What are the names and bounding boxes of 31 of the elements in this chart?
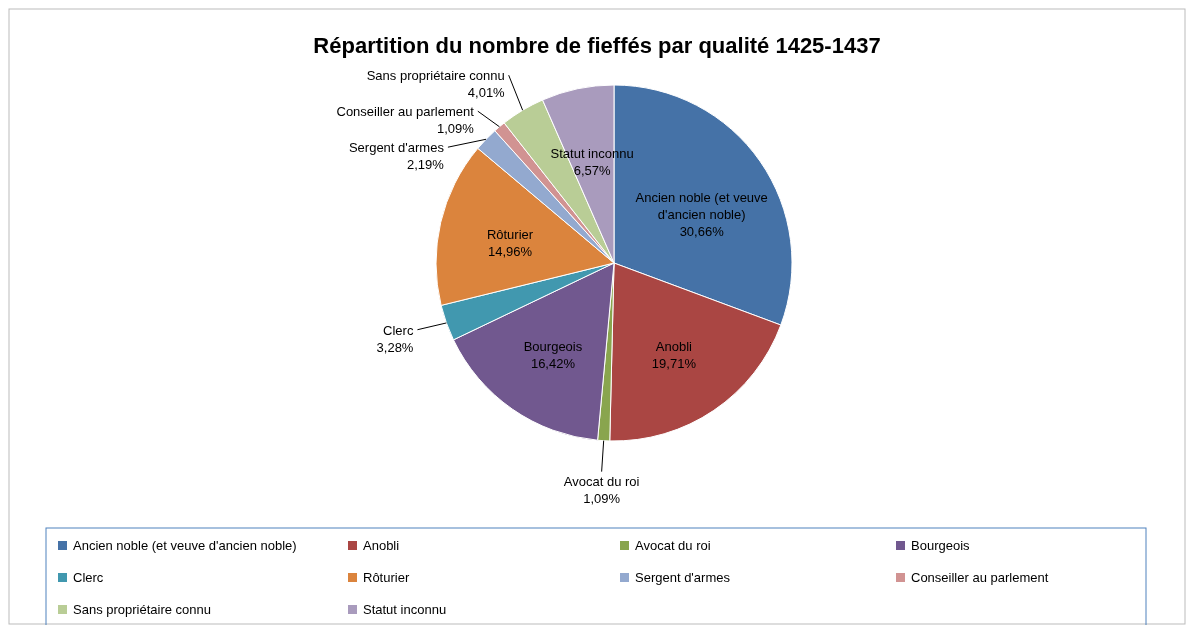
slice-label: Rôturier [486, 226, 534, 242]
legend-label: Clerc [73, 570, 104, 585]
legend-label: Conseiller au parlement [911, 570, 1049, 585]
slice-label: Clerc [383, 322, 414, 338]
data-label: 1,09% [436, 121, 475, 137]
chart-title: Répartition du nombre de fieffés par qualité 1425-1437 [313, 33, 881, 58]
legend-label: Ancien noble (et veuve d'ancien noble) [73, 538, 297, 553]
slice-label: Sans propriétaire connu [366, 68, 505, 84]
slice-label: Statut inconnu [550, 146, 634, 162]
slice-label: Anobli [655, 339, 693, 355]
data-label: 19,71% [651, 356, 697, 372]
legend-label: Statut inconnu [363, 602, 447, 617]
legend-label: Rôturier [363, 570, 410, 585]
data-label: 4,01% [467, 85, 506, 101]
legend-label: Avocat du roi [635, 538, 711, 553]
slice-label: Sergent d'armes [348, 140, 445, 156]
slice-label: Conseiller au parlement [336, 104, 475, 120]
legend-label: Anobli [363, 538, 400, 553]
data-label: 3,28% [376, 339, 414, 355]
slice-label: Bourgeois [523, 338, 583, 354]
legend-label: Sans propriétaire connu [73, 602, 212, 617]
slice-label: Avocat du roi [563, 473, 640, 489]
legend-label: Bourgeois [911, 538, 971, 553]
data-label: 14,96% [487, 243, 533, 259]
data-label: 16,42% [530, 355, 576, 371]
data-label: 30,66% [679, 224, 725, 240]
data-label: 6,57% [573, 163, 611, 179]
legend-label: Sergent d'armes [635, 570, 731, 585]
data-label: 1,09% [583, 490, 621, 506]
data-label: 2,19% [407, 157, 445, 173]
slice-label: Ancien noble (et veuve d'ancien noble) [635, 190, 768, 223]
